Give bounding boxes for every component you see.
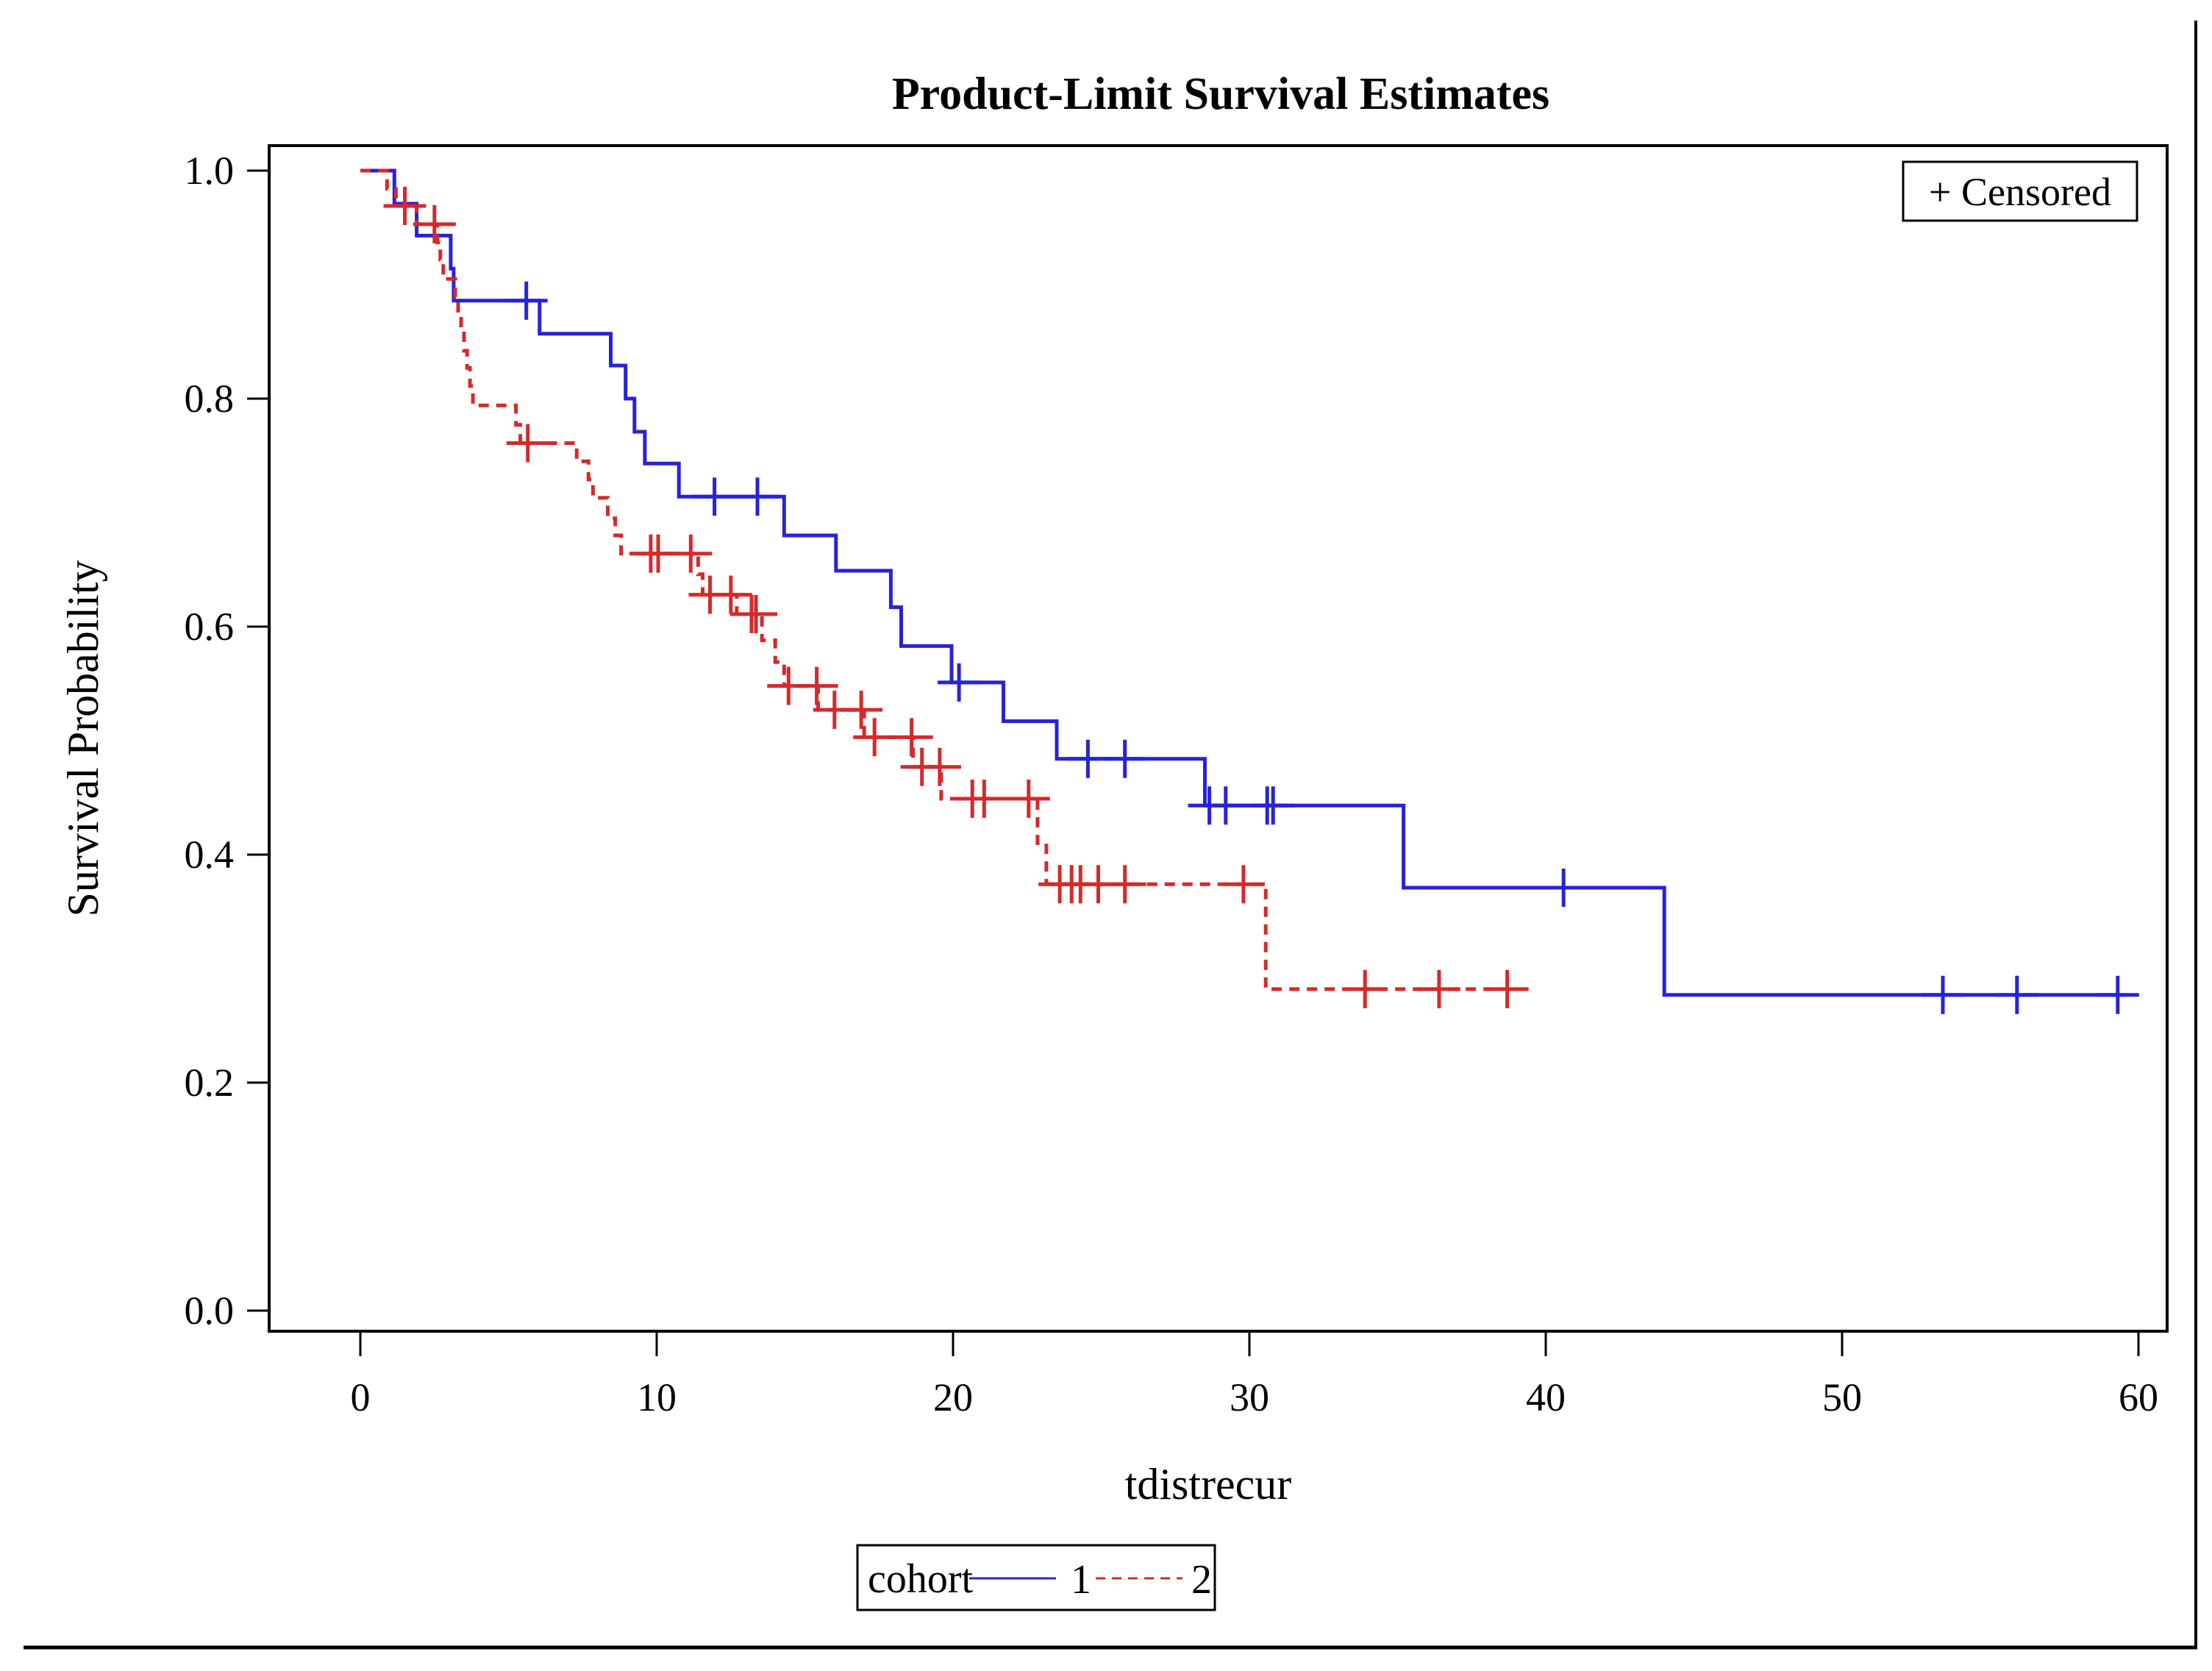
censor-plus-mark <box>2096 975 2139 1014</box>
censor-plus-mark <box>1103 865 1146 904</box>
censor-plus-mark <box>693 477 736 516</box>
censor-marks-cohort-2 <box>383 187 1529 1008</box>
cohort-legend: cohort 1 2 <box>856 1544 1216 1611</box>
censor-plus-mark <box>736 477 779 516</box>
censor-plus-mark <box>504 281 548 320</box>
x-tick-label: 60 <box>2119 1375 2158 1419</box>
legend-label-cohort-1: 1 <box>1071 1557 1091 1603</box>
censor-plus-mark <box>1252 786 1295 825</box>
x-axis-title: tdistrecur <box>1125 1460 1292 1508</box>
censor-plus-mark <box>890 718 933 757</box>
censor-plus-mark <box>938 663 981 702</box>
censor-plus-mark <box>1221 865 1265 904</box>
survival-curve-cohort-2 <box>360 168 1519 991</box>
censor-plus-mark <box>795 666 838 705</box>
censor-plus-mark <box>383 187 427 225</box>
y-axis-ticks: 1.0 0.8 0.6 0.4 0.2 0.0 <box>185 149 269 1333</box>
censor-plus-mark <box>1066 739 1110 778</box>
censored-legend-label: + Censored <box>1929 170 2111 214</box>
censor-plus-mark <box>506 424 549 463</box>
censor-plus-mark <box>1995 975 2038 1014</box>
y-tick-label: 0.4 <box>185 833 235 877</box>
censor-plus-mark <box>963 780 1006 818</box>
censor-marks-cohort-1 <box>504 281 2139 1014</box>
y-tick-label: 0.6 <box>185 605 235 649</box>
censor-plus-mark <box>1417 969 1460 1008</box>
y-axis-title: Survival Probability <box>59 560 107 917</box>
plot-title: Product-Limit Survival Estimates <box>892 69 1549 119</box>
censor-plus-mark <box>709 575 752 614</box>
censor-plus-mark <box>1204 786 1247 825</box>
y-tick-label: 0.8 <box>185 377 235 421</box>
censor-plus-mark <box>669 534 713 573</box>
plot-area-border <box>268 144 2169 1333</box>
x-tick-label: 40 <box>1526 1375 1566 1419</box>
censor-plus-mark <box>1542 869 1585 907</box>
cohort-legend-title: cohort <box>868 1556 974 1602</box>
y-tick-label: 1.0 <box>185 149 235 193</box>
censor-plus-mark <box>413 204 456 243</box>
censor-plus-mark <box>853 718 896 757</box>
y-tick-label: 0.0 <box>185 1289 235 1333</box>
censor-plus-mark <box>1344 969 1387 1008</box>
x-tick-label: 20 <box>933 1375 973 1419</box>
legend-label-cohort-2: 2 <box>1191 1557 1212 1603</box>
censor-plus-mark <box>1007 780 1050 818</box>
y-tick-label: 0.2 <box>185 1061 235 1105</box>
censor-plus-mark <box>918 747 961 786</box>
x-tick-label: 30 <box>1230 1375 1269 1419</box>
x-tick-label: 50 <box>1822 1375 1862 1419</box>
censor-plus-mark <box>1922 975 1964 1014</box>
x-tick-label: 0 <box>351 1375 371 1419</box>
censored-legend-border <box>1902 160 2138 222</box>
x-axis-ticks: 0 10 20 30 40 50 60 <box>351 1331 2158 1419</box>
survival-curves <box>360 168 2139 1014</box>
x-tick-label: 10 <box>637 1375 677 1419</box>
censor-plus-mark <box>840 691 883 730</box>
censor-plus-mark <box>735 595 777 633</box>
censored-legend-box: + Censored <box>1902 160 2138 222</box>
censor-plus-mark <box>1103 739 1146 778</box>
censor-plus-mark <box>1485 969 1529 1008</box>
